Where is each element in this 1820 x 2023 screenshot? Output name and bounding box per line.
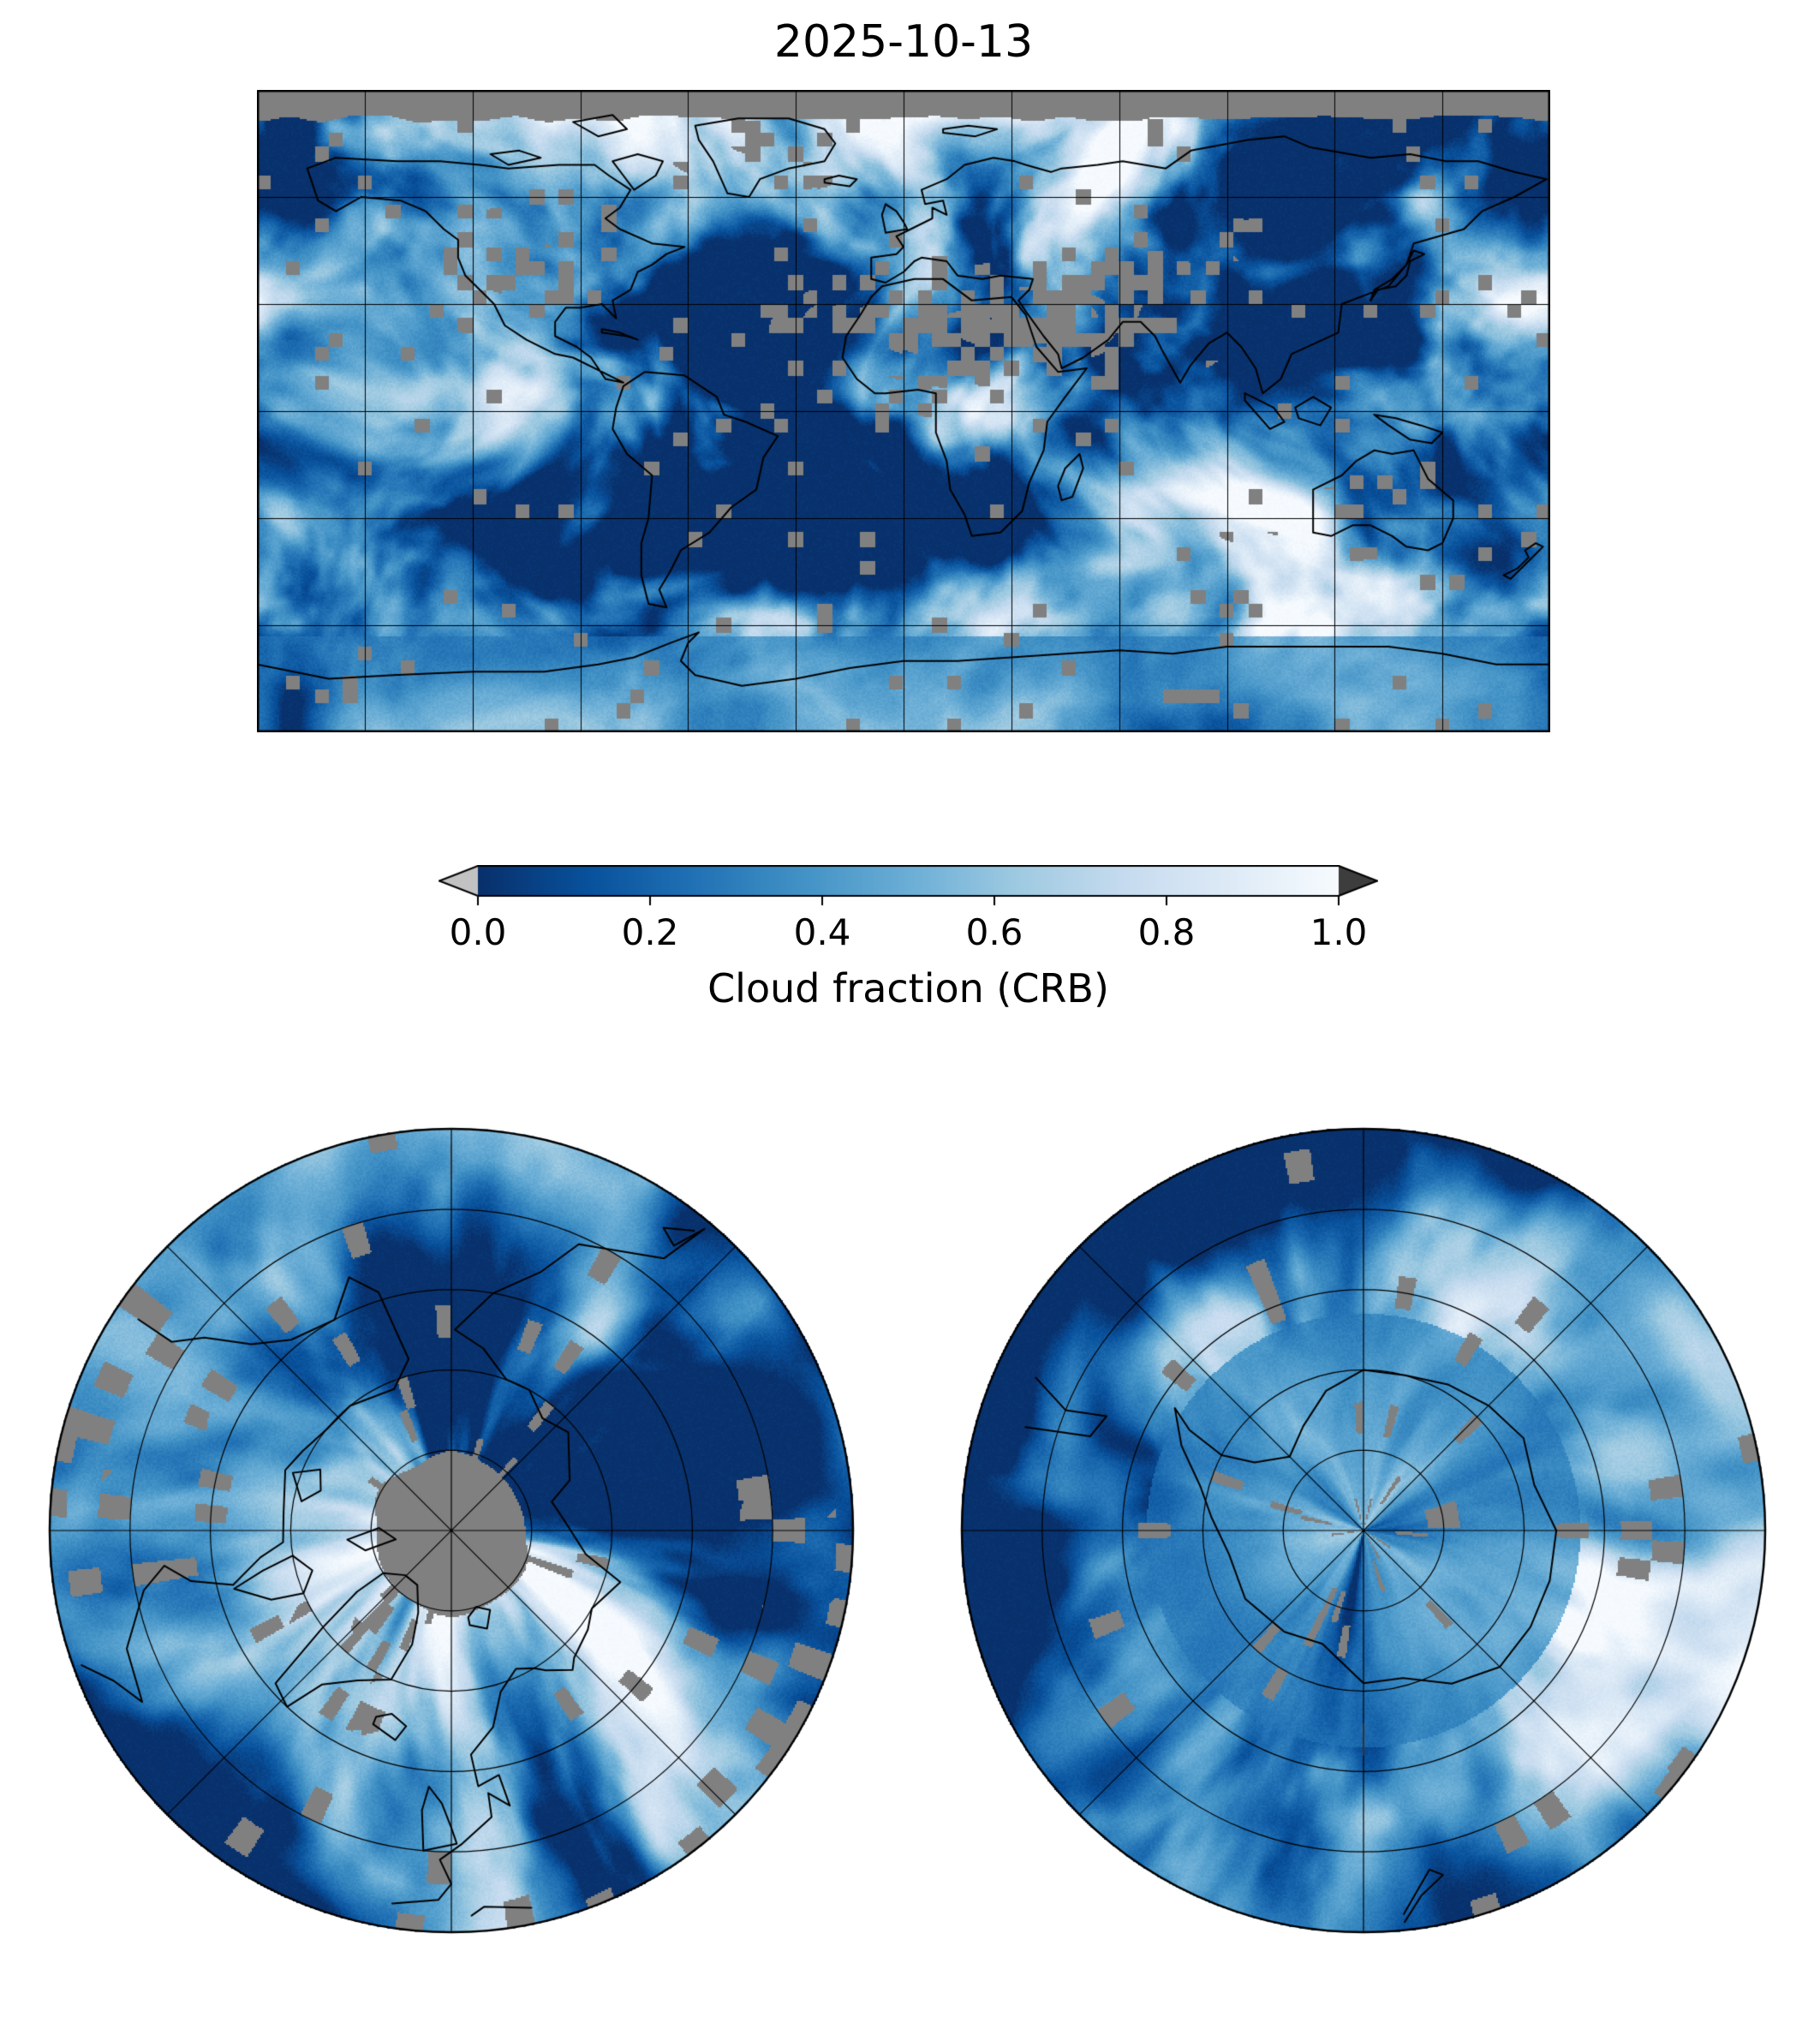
- colorbar-tick: 0.4: [793, 911, 851, 953]
- global-cloud-map: [257, 90, 1550, 732]
- colorbar-tick: 1.0: [1310, 911, 1368, 953]
- south-polar-map: [958, 1125, 1769, 1936]
- colorbar-tick: 0.2: [621, 911, 679, 953]
- colorbar-tick: 0.6: [965, 911, 1023, 953]
- colorbar-tick: 0.0: [449, 911, 507, 953]
- colorbar-tick: 0.8: [1137, 911, 1196, 953]
- colorbar-label: Cloud fraction (CRB): [707, 965, 1109, 1012]
- colorbar: [439, 865, 1378, 915]
- figure-title: 2025-10-13: [773, 16, 1034, 68]
- colorbar-tick-labels: 0.0 0.2 0.4 0.6 0.8 1.0: [439, 911, 1378, 956]
- north-polar-map: [46, 1125, 856, 1936]
